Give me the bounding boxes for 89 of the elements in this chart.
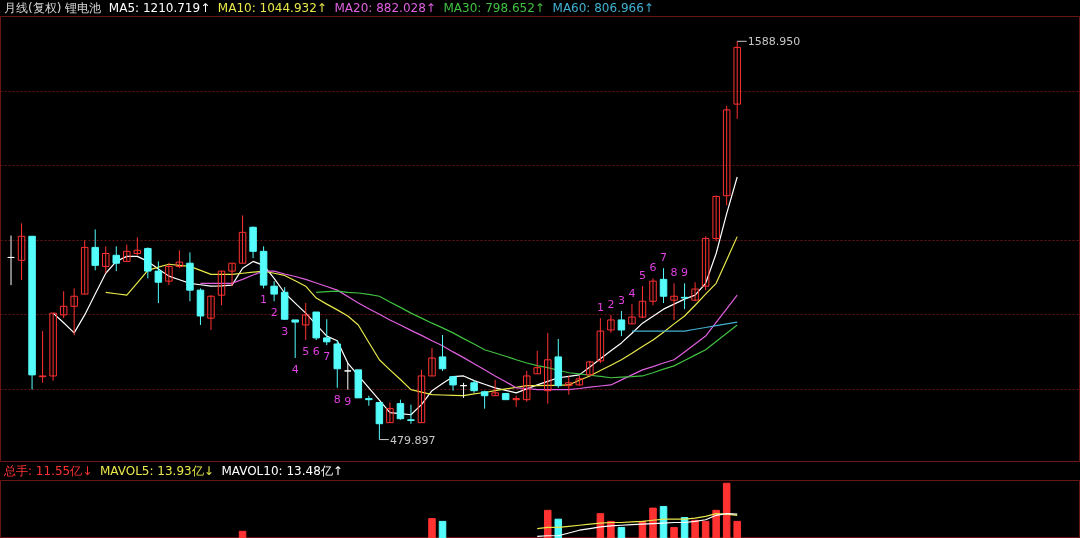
bar bbox=[733, 520, 741, 538]
text: 8 bbox=[333, 392, 341, 406]
text: 7 bbox=[660, 251, 668, 265]
candlestick bbox=[344, 362, 352, 391]
candlestick bbox=[565, 375, 573, 396]
candlestick bbox=[533, 350, 541, 375]
text: 5 bbox=[638, 269, 646, 283]
text: 2 bbox=[270, 306, 278, 320]
candlestick bbox=[144, 246, 152, 279]
text: 1 bbox=[260, 293, 268, 307]
text: MAVOL10: 13.48亿↑ bbox=[221, 464, 343, 478]
candlestick bbox=[586, 360, 594, 377]
candlestick bbox=[375, 401, 384, 441]
text: 9 bbox=[344, 394, 352, 408]
candlestick bbox=[544, 332, 552, 405]
bar bbox=[238, 530, 247, 538]
candlestick bbox=[417, 369, 426, 424]
text: 2 bbox=[607, 297, 615, 311]
candlestick bbox=[386, 402, 394, 424]
candlestick bbox=[680, 282, 689, 310]
candlestick bbox=[722, 105, 731, 206]
text: 3 bbox=[617, 293, 625, 307]
candlestick bbox=[491, 379, 499, 397]
text: 4 bbox=[628, 287, 636, 301]
text: MA60: 806.966↑ bbox=[552, 1, 654, 15]
bar bbox=[617, 526, 626, 538]
candlestick bbox=[270, 280, 278, 302]
candlestick bbox=[396, 399, 405, 421]
candlestick bbox=[638, 285, 647, 319]
candlestick bbox=[712, 195, 720, 242]
bar bbox=[544, 509, 552, 538]
candlestick bbox=[428, 347, 436, 377]
candlestick bbox=[438, 334, 447, 372]
bar bbox=[438, 520, 447, 538]
text: 6 bbox=[312, 345, 320, 359]
candlestick bbox=[112, 245, 121, 272]
text: 7 bbox=[323, 350, 331, 364]
candlestick bbox=[59, 290, 68, 319]
candlestick bbox=[228, 262, 236, 287]
candlestick bbox=[691, 281, 699, 302]
candlestick bbox=[607, 314, 615, 334]
candlestick bbox=[522, 370, 531, 403]
bar bbox=[691, 519, 699, 538]
candlestick bbox=[322, 318, 331, 346]
text: MA20: 882.028↑ bbox=[334, 1, 436, 15]
candlestick bbox=[659, 267, 668, 304]
candlestick bbox=[217, 270, 226, 306]
candlestick bbox=[91, 228, 99, 271]
candlestick bbox=[101, 245, 110, 274]
bar bbox=[649, 507, 657, 538]
text: 5 bbox=[302, 345, 310, 359]
text: 9 bbox=[681, 266, 689, 280]
candlestick bbox=[207, 294, 215, 331]
bar bbox=[428, 518, 436, 538]
candlestick bbox=[70, 287, 78, 336]
candlestick bbox=[617, 310, 626, 337]
candlestick bbox=[17, 222, 26, 281]
candlestick bbox=[154, 260, 163, 304]
candlestick bbox=[165, 262, 173, 286]
candlestick bbox=[733, 40, 741, 120]
chart-title: 月线(复权) 锂电池 bbox=[4, 1, 102, 15]
candlestick bbox=[596, 317, 605, 364]
candlestick bbox=[49, 312, 57, 382]
text: 1588.950 bbox=[747, 35, 801, 49]
candlestick bbox=[80, 239, 89, 295]
text: MA5: 1210.719↑ bbox=[108, 1, 211, 15]
text: MA30: 798.652↑ bbox=[443, 1, 545, 15]
candlestick bbox=[649, 277, 657, 306]
text: 4 bbox=[291, 363, 299, 376]
candlestick bbox=[38, 330, 47, 384]
candlestick bbox=[238, 214, 247, 264]
text: 3 bbox=[281, 324, 289, 338]
text: 8 bbox=[670, 266, 678, 280]
text: MA10: 1044.932↑ bbox=[217, 1, 327, 15]
candlestick bbox=[628, 303, 636, 325]
text: 6 bbox=[649, 261, 657, 275]
candlestick bbox=[670, 282, 678, 321]
text: MAVOL5: 13.93亿↓ bbox=[99, 464, 214, 478]
bar bbox=[670, 526, 678, 538]
bar bbox=[701, 520, 710, 538]
candlestick bbox=[301, 302, 310, 341]
bar bbox=[712, 509, 720, 538]
text: 479.897 bbox=[389, 433, 436, 447]
text: 总手: 11.55亿↓ bbox=[4, 464, 93, 478]
candlestick bbox=[291, 319, 299, 359]
bar bbox=[722, 482, 731, 538]
candlestick bbox=[701, 235, 710, 291]
candlestick bbox=[407, 404, 415, 425]
text: 1 bbox=[596, 301, 604, 315]
